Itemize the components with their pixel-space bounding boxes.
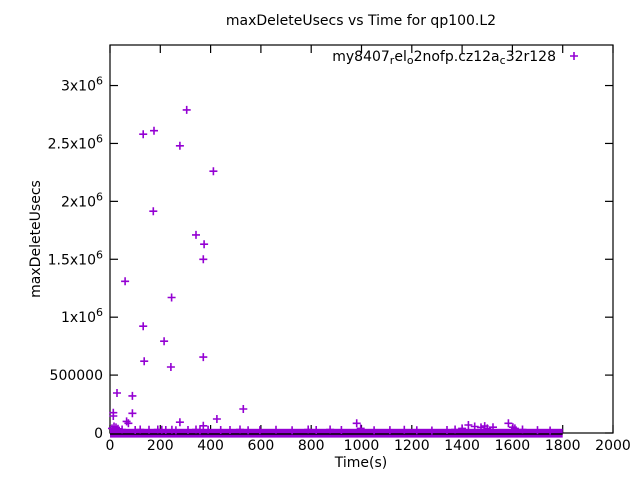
data-point xyxy=(160,337,169,346)
data-point xyxy=(356,424,365,433)
data-point xyxy=(122,417,131,426)
data-point xyxy=(385,426,394,435)
data-point xyxy=(489,423,497,432)
data-point xyxy=(200,240,209,249)
data-point xyxy=(199,255,208,264)
data-point xyxy=(504,419,513,428)
x-tick-label: 0 xyxy=(106,438,115,454)
data-point xyxy=(427,426,436,435)
data-point xyxy=(352,419,361,428)
data-point xyxy=(216,426,225,434)
data-point xyxy=(443,426,451,434)
data-point xyxy=(204,425,213,434)
data-point xyxy=(140,357,149,366)
x-tick-label: 1600 xyxy=(495,438,531,454)
data-point xyxy=(458,424,467,433)
data-point xyxy=(139,130,148,139)
y-tick-label: 2x106 xyxy=(61,190,103,210)
data-point xyxy=(124,419,133,428)
data-point xyxy=(109,412,118,420)
data-point xyxy=(128,409,137,418)
x-tick-label: 1200 xyxy=(394,438,430,454)
x-tick-label: 400 xyxy=(197,438,224,454)
data-point xyxy=(184,426,192,434)
data-layer xyxy=(108,105,563,438)
legend-series-label: my8407relo2nofp.cz12ac32r128 xyxy=(332,49,556,67)
data-point xyxy=(304,425,313,434)
x-tick-label: 200 xyxy=(147,438,174,454)
data-point xyxy=(412,426,421,435)
data-point xyxy=(121,277,130,286)
data-point xyxy=(312,426,321,434)
data-point xyxy=(533,426,542,435)
data-point xyxy=(518,425,527,434)
data-point xyxy=(128,391,137,400)
chart-title: maxDeleteUsecs vs Time for qp100.L2 xyxy=(226,13,496,29)
data-point xyxy=(370,426,379,435)
data-point xyxy=(400,425,409,434)
data-point xyxy=(546,426,555,435)
data-point xyxy=(272,425,280,434)
y-tick-label: 0 xyxy=(94,426,103,442)
data-point xyxy=(139,322,148,331)
data-point xyxy=(182,105,191,114)
data-point xyxy=(196,426,204,435)
data-point xyxy=(118,425,127,434)
x-tick-label: 600 xyxy=(248,438,275,454)
data-point xyxy=(199,353,208,362)
y-tick-label: 1.5x106 xyxy=(48,248,103,268)
y-tick-label: 1x106 xyxy=(61,306,103,326)
x-tick-label: 1000 xyxy=(344,438,380,454)
data-point xyxy=(175,141,184,150)
data-point xyxy=(239,405,248,413)
data-point xyxy=(192,230,200,239)
data-point xyxy=(464,421,473,429)
data-point xyxy=(470,422,479,431)
data-point xyxy=(236,425,244,434)
data-point xyxy=(288,426,297,435)
data-point xyxy=(226,426,234,434)
data-point xyxy=(166,363,175,371)
data-point xyxy=(150,126,158,135)
data-point xyxy=(212,415,221,423)
data-point xyxy=(477,423,485,432)
data-point xyxy=(510,424,519,433)
axes-layer: 0 200 400 600 800 1000 1200 1400 1600 1800 2000 0 50… xyxy=(48,44,631,454)
data-point xyxy=(167,293,176,302)
data-point xyxy=(209,167,218,176)
data-point xyxy=(244,426,253,435)
data-point xyxy=(326,425,335,434)
data-point xyxy=(136,425,145,434)
data-point xyxy=(255,426,264,435)
y-tick-label: 2.5x106 xyxy=(48,132,103,152)
y-axis-label: maxDeleteUsecs xyxy=(28,180,44,298)
data-point xyxy=(113,389,121,397)
legend-marker-plus-icon xyxy=(570,52,578,60)
x-tick-label: 2000 xyxy=(595,438,631,454)
data-point xyxy=(149,207,158,216)
y-tick-label: 500000 xyxy=(50,368,103,384)
legend: my8407relo2nofp.cz12ac32r128 xyxy=(332,49,578,67)
x-tick-label: 1800 xyxy=(545,438,581,454)
data-point xyxy=(199,421,208,430)
data-point xyxy=(145,425,153,434)
plot-border xyxy=(109,44,614,434)
data-point xyxy=(483,424,492,433)
data-point xyxy=(451,425,460,434)
dense-band xyxy=(110,428,563,438)
x-tick-label: 1400 xyxy=(444,438,480,454)
x-axis-label: Time(s) xyxy=(334,455,387,471)
data-point xyxy=(171,426,180,435)
x-tick-label: 800 xyxy=(298,438,325,454)
data-point xyxy=(175,418,184,427)
y-tick-label: 3x106 xyxy=(61,75,103,95)
data-point xyxy=(337,426,346,434)
